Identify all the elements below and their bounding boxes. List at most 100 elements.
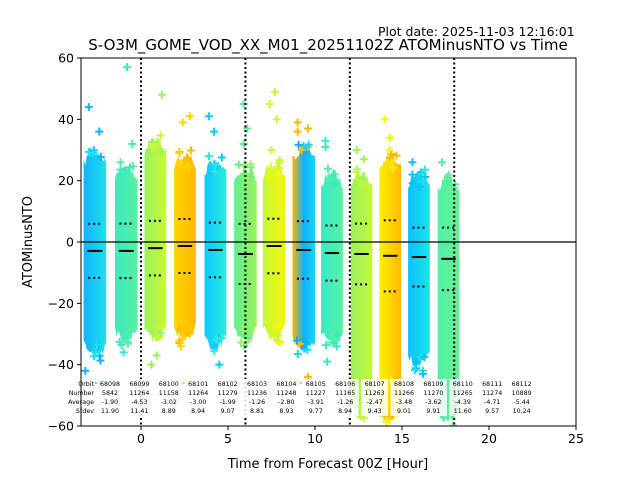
outlier-marker	[185, 112, 194, 121]
band-8	[321, 136, 343, 366]
band-2	[144, 90, 167, 369]
band-body	[350, 171, 373, 419]
annotation-average: -4.71	[484, 399, 500, 406]
annotation-average: -3.91	[308, 399, 324, 406]
point-marker	[358, 174, 367, 183]
point-marker	[96, 152, 105, 161]
y-tick-label: 20	[58, 173, 74, 188]
outlier-marker	[84, 103, 93, 112]
annotation-orbit: 68105	[306, 381, 326, 388]
annotation-stdev: 11.41	[130, 408, 148, 415]
point-marker	[91, 348, 100, 357]
point-marker	[385, 146, 394, 155]
annotation-header-label: Orbit	[78, 381, 94, 388]
point-marker	[89, 149, 98, 158]
point-marker	[419, 177, 428, 186]
band-body	[144, 136, 167, 342]
point-marker	[322, 341, 331, 350]
band-body	[83, 150, 107, 361]
point-marker	[324, 174, 333, 183]
annotation-orbit: 68101	[188, 381, 208, 388]
point-marker	[410, 366, 419, 375]
orbit-annotation: 68106 11165 -1.26 8.94	[331, 379, 359, 416]
point-marker	[156, 131, 165, 140]
annotation-stdev: 8.93	[279, 408, 293, 415]
annotation-header-label: Number	[69, 390, 95, 397]
annotation-number: 11266	[394, 390, 414, 397]
outlier-marker	[81, 366, 90, 375]
outlier-marker	[304, 124, 313, 133]
band-5	[234, 100, 257, 350]
outlier-marker	[293, 127, 302, 136]
annotation-orbit: 68106	[335, 381, 355, 388]
band-body	[292, 144, 315, 352]
annotation-stdev: 11.90	[101, 408, 119, 415]
y-tick-label: 0	[66, 235, 74, 250]
point-marker	[115, 337, 124, 346]
annotation-number: 5842	[102, 390, 118, 397]
orbit-annotation: 68110 11265 -4.39 11.60	[449, 379, 477, 416]
point-marker	[385, 153, 394, 162]
band-6	[262, 87, 286, 347]
y-tick-label: −60	[48, 419, 74, 434]
annotation-backdrop	[390, 379, 418, 416]
annotation-stdev: 8.94	[338, 408, 352, 415]
orbit-annotation: 68107 11263 -2.47 9.43	[361, 379, 389, 416]
outlier-marker	[267, 146, 276, 154]
orbit-annotation: 68100 11158 -3.02 8.89	[155, 379, 183, 416]
outlier-marker	[265, 100, 274, 108]
reference-lines	[81, 58, 576, 426]
outlier-marker	[415, 182, 424, 191]
point-marker	[184, 328, 193, 337]
annotation-backdrop	[184, 379, 212, 416]
y-tick-label: 40	[58, 112, 74, 127]
outlier-marker	[443, 176, 452, 185]
bands-layer	[81, 63, 460, 426]
outlier-marker	[293, 118, 302, 127]
annotation-stdev: 8.94	[191, 408, 205, 415]
annotation-average: -2.47	[366, 399, 382, 406]
orbit-annotation: 68099 11264 -4.53 11.41	[125, 379, 153, 416]
outlier-marker	[418, 369, 427, 378]
annotation-stdev: 10.24	[513, 408, 531, 415]
annotation-average: -3.00	[190, 399, 206, 406]
point-marker	[239, 161, 248, 170]
annotation-average: -3.48	[396, 399, 412, 406]
annotation-average: -3.02	[161, 399, 177, 406]
orbit-annotation: 68105 11227 -3.91 9.77	[302, 379, 330, 416]
point-marker	[420, 165, 429, 174]
plot-date: Plot date: 2025-11-03 12:16:01	[378, 24, 575, 39]
band-7	[292, 118, 315, 388]
outlier-marker	[323, 357, 332, 366]
annotation-average: -1.90	[102, 399, 118, 406]
orbit-annotation: 68098 5842 -1.90 11.90	[96, 379, 124, 416]
point-marker	[297, 146, 306, 155]
orbit-annotation: 68111 11274 -4.71 9.57	[478, 379, 506, 416]
point-marker	[388, 163, 397, 172]
point-marker	[116, 158, 125, 167]
annotation-backdrop	[272, 379, 300, 416]
point-marker	[186, 146, 195, 155]
outlier-marker	[119, 348, 128, 357]
annotation-orbit: 68103	[247, 381, 267, 388]
point-marker	[392, 151, 401, 160]
annotation-orbit: 68109	[423, 381, 443, 388]
orbit-annotation: 68101 11264 -3.00 8.94	[184, 379, 212, 416]
point-marker	[236, 338, 245, 347]
point-marker	[217, 333, 226, 342]
annotation-backdrop	[449, 379, 477, 416]
point-marker	[183, 162, 192, 171]
point-marker	[217, 153, 226, 162]
point-marker	[273, 322, 282, 331]
point-marker	[329, 179, 338, 188]
point-marker	[301, 147, 310, 156]
annotation-stdev: 9.91	[426, 408, 440, 415]
annotation-backdrop	[214, 379, 242, 416]
band-body	[204, 158, 227, 351]
annotation-stdev: 9.77	[309, 408, 323, 415]
band-1	[114, 63, 138, 357]
annotation-number: 11263	[365, 390, 385, 397]
band-body	[379, 150, 402, 426]
point-marker	[330, 170, 339, 179]
y-axis: −60 −40 −20 0 20 40 60	[48, 51, 81, 434]
